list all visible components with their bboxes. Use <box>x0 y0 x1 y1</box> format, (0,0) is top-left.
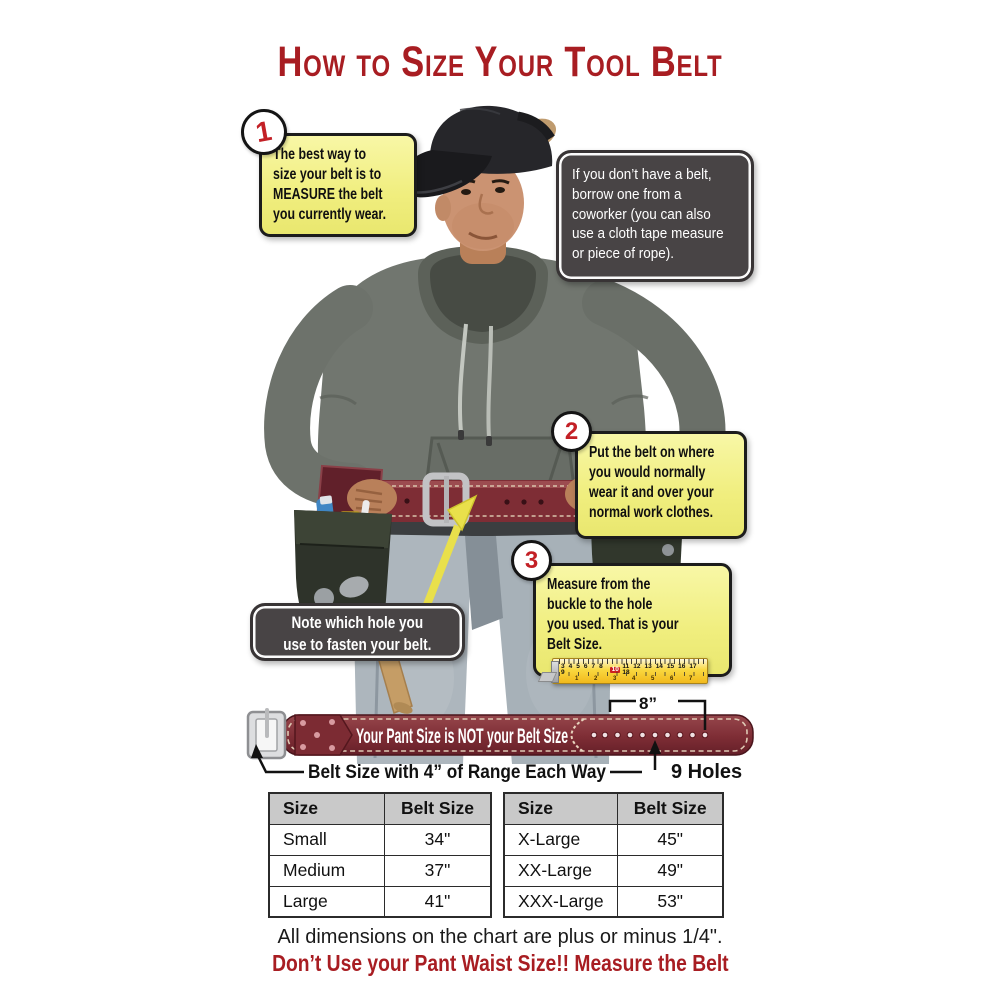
belt-size-cell: 41" <box>383 885 492 918</box>
table-row: XXX-Large 53" <box>503 885 724 918</box>
step-3-text: Measure from the buckle to the hole you … <box>547 576 679 654</box>
step-2-number: 2 <box>564 417 579 445</box>
step-3-number: 3 <box>524 546 539 574</box>
belt-buckle <box>246 708 287 760</box>
holes-label: 9 Holes <box>671 761 742 783</box>
col-header-size: Size <box>268 792 385 825</box>
table-row: XX-Large 49" <box>503 854 724 887</box>
tape-ticks <box>559 659 706 664</box>
size-cell: X-Large <box>503 823 619 856</box>
step-2-badge: 2 <box>551 411 592 452</box>
span-bracket <box>608 699 707 730</box>
span-label: 8” <box>639 694 657 713</box>
col-header-belt-size: Belt Size <box>617 792 724 825</box>
size-cell: XX-Large <box>503 854 619 887</box>
size-cell: XXX-Large <box>503 885 619 918</box>
step-1-number: 1 <box>253 114 275 149</box>
tape-ticks-mid <box>559 672 706 676</box>
baseball-cap <box>402 105 557 198</box>
tape-numbers-bottom: 1 2 3 4 5 6 7 <box>575 676 693 682</box>
step-1-text: The best way to size your belt is to MEA… <box>273 146 387 224</box>
step-2-text: Put the belt on where you would normally… <box>589 444 715 522</box>
step-2-callout: Put the belt on where you would normally… <box>575 431 747 539</box>
hood <box>418 246 548 344</box>
belt-size-cell: 45" <box>617 823 724 856</box>
tolerance-footnote: All dimensions on the chart are plus or … <box>277 926 723 948</box>
table-row: Medium 37" <box>268 854 492 887</box>
size-cell: Small <box>268 823 385 856</box>
size-cell: Medium <box>268 854 385 887</box>
belt-size-cell: 37" <box>383 854 492 887</box>
borrow-belt-tip: If you don’t have a belt, borrow one fro… <box>556 150 754 282</box>
table-row: Large 41" <box>268 885 492 918</box>
table-row: Small 34" <box>268 823 492 856</box>
note-hole-tip: Note which hole you use to fasten your b… <box>250 603 465 661</box>
hoodie-drawstrings <box>457 323 493 446</box>
belt-tip-stitch <box>570 718 598 753</box>
belt-slogan: Your Pant Size is NOT your Belt Size <box>356 725 568 748</box>
belt-size-diagram: Your Pant Size is NOT your Belt Size 8” … <box>246 694 754 783</box>
step-1-badge: 1 <box>241 109 287 155</box>
step-3-badge: 3 <box>511 540 552 581</box>
col-header-belt-size: Belt Size <box>383 792 492 825</box>
table-header-row: Size Belt Size <box>503 792 724 825</box>
holes-arrow <box>610 740 661 774</box>
belt-size-cell: 49" <box>617 854 724 887</box>
belt-strap <box>281 714 754 756</box>
size-table-small-large: Size Belt Size Small 34" Medium 37" Larg… <box>268 792 492 918</box>
range-label: Belt Size with 4” of Range Each Way <box>308 762 606 783</box>
page-title: How to Size Your Tool Belt <box>277 38 723 86</box>
warning-text: Don’t Use your Pant Waist Size!! Measure… <box>271 950 729 976</box>
table-row: X-Large 45" <box>503 823 724 856</box>
borrow-belt-text: If you don’t have a belt, borrow one fro… <box>572 166 724 263</box>
tape-measure: 3 4 5 6 7 8 9 10 11 12 13 14 15 16 17 18… <box>537 658 708 684</box>
belt-size-cell: 34" <box>383 823 492 856</box>
note-hole-text: Note which hole you use to fasten your b… <box>283 614 432 654</box>
range-arrow-left <box>251 744 304 774</box>
warning-line: Don’t Use your Pant Waist Size!! Measure… <box>0 950 1000 977</box>
table-header-row: Size Belt Size <box>268 792 492 825</box>
col-header-size: Size <box>503 792 619 825</box>
belt-left-tab <box>294 714 353 756</box>
belt-holes <box>601 731 709 739</box>
size-table-xl-xxxl: Size Belt Size X-Large 45" XX-Large 49" … <box>503 792 724 918</box>
tape-number-highlight: 10 <box>610 665 621 674</box>
size-cell: Large <box>268 885 385 918</box>
belt-size-cell: 53" <box>617 885 724 918</box>
step-1-callout: The best way to size your belt is to MEA… <box>259 133 417 237</box>
